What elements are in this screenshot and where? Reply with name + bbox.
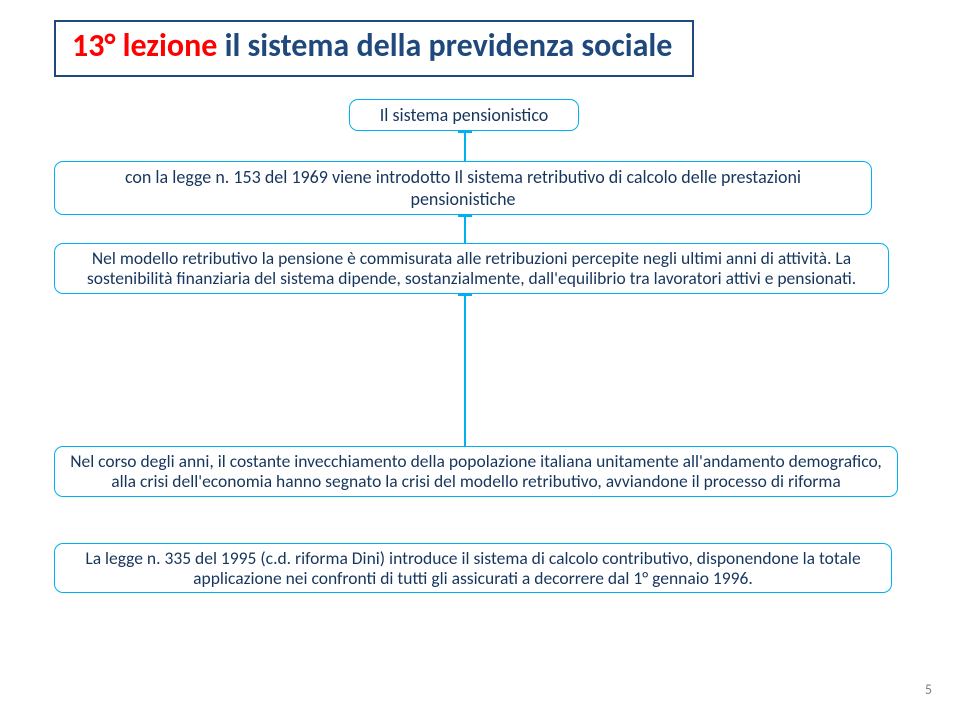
- slide-title-box: 13° lezione il sistema della previdenza …: [54, 20, 694, 77]
- page-number: 5: [925, 681, 932, 698]
- box-modello-retributivo: Nel modello retributivo la pensione è co…: [54, 243, 889, 294]
- box-sistema-pensionistico: Il sistema pensionistico: [349, 99, 579, 131]
- connector-1: [464, 131, 466, 161]
- box-legge-335-1995: La legge n. 335 del 1995 (c.d. riforma D…: [54, 543, 892, 594]
- box-crisi-modello: Nel corso degli anni, il costante invecc…: [54, 446, 898, 497]
- connector-2: [464, 215, 466, 243]
- title-blue-part: il sistema della previdenza sociale: [217, 26, 672, 65]
- title-red-part: 13° lezione: [72, 26, 217, 65]
- box-legge-153-1969: con la legge n. 153 del 1969 viene intro…: [54, 161, 872, 215]
- connector-3: [464, 294, 466, 446]
- gap-4: [54, 497, 906, 543]
